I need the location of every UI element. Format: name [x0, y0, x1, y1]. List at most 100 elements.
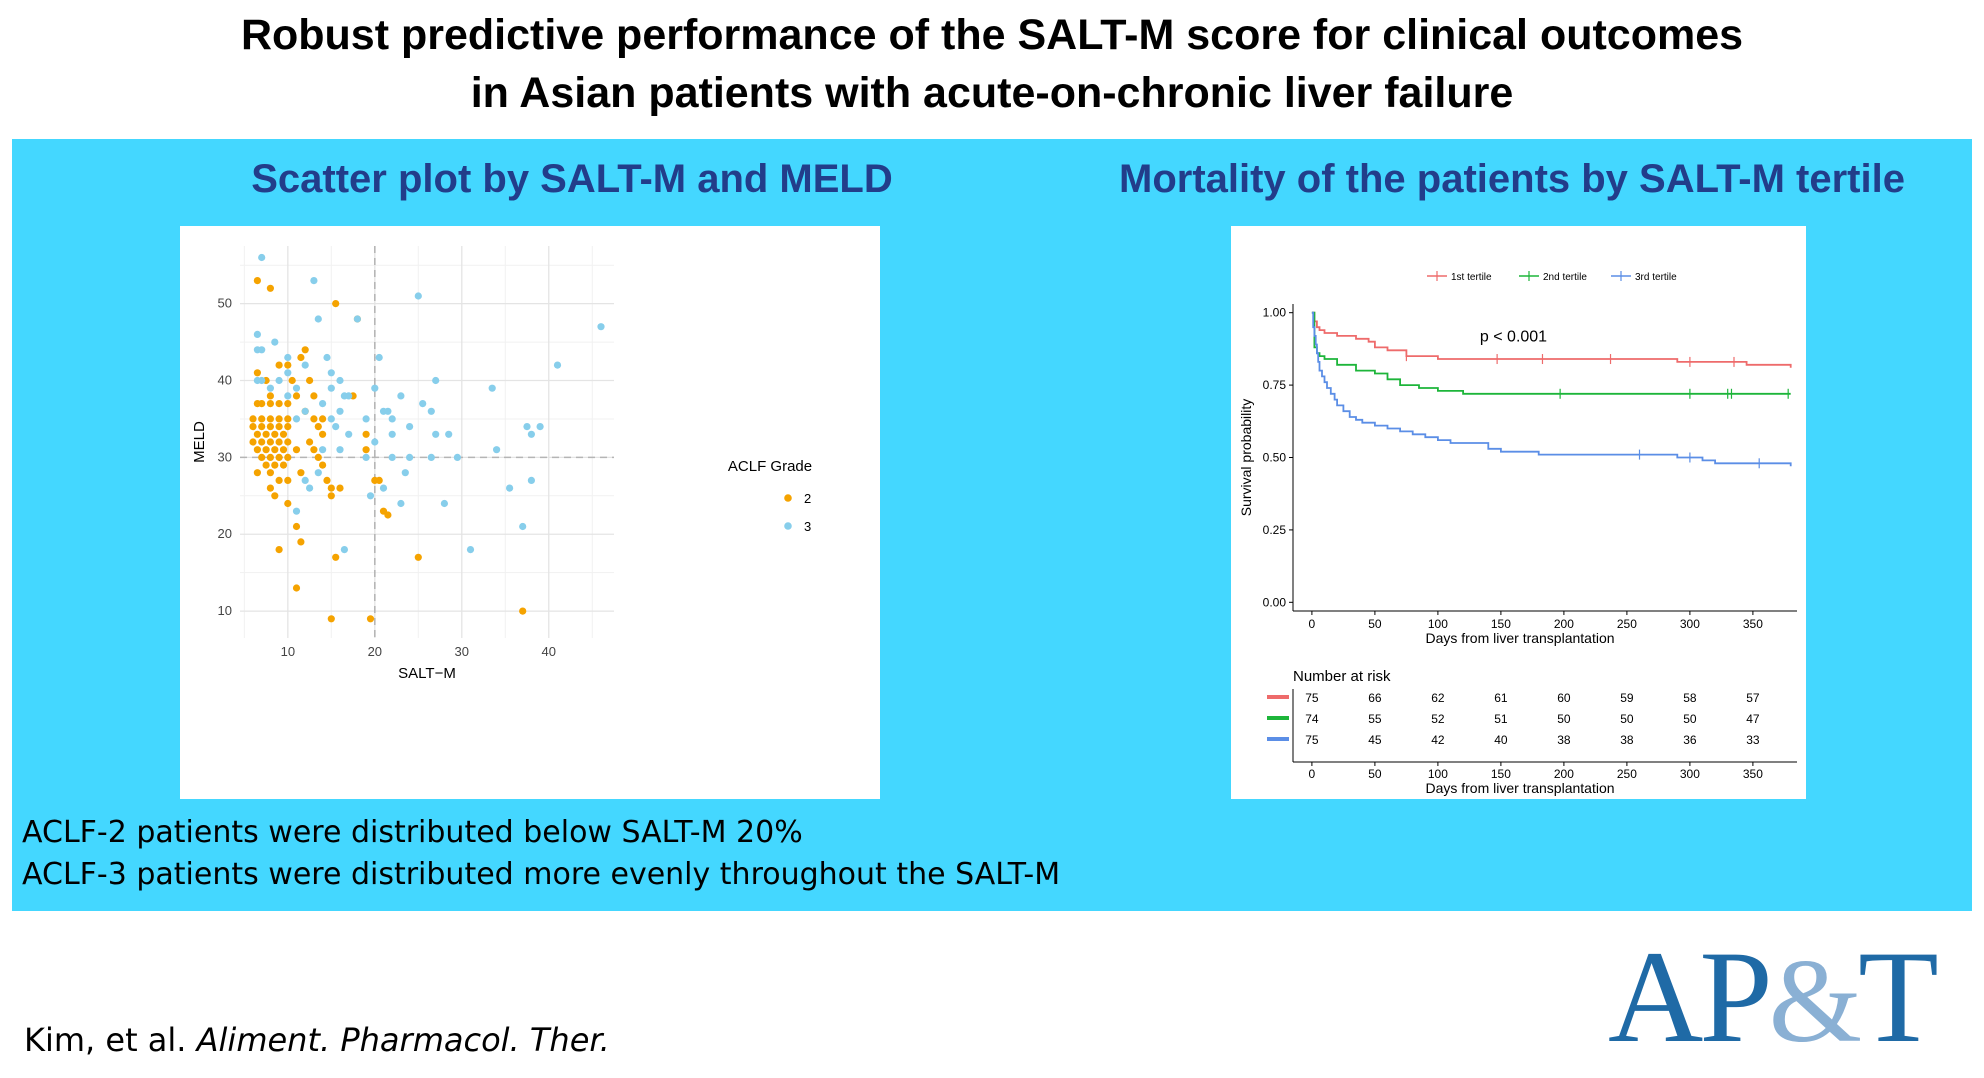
scatter-point-grade-3: [323, 353, 331, 362]
scatter-point-grade-2: [319, 415, 327, 423]
x-axis-title: Days from liver transplantation: [1425, 630, 1614, 646]
scatter-point-grade-3: [493, 446, 501, 454]
scatter-point-grade-3: [397, 499, 405, 508]
y-tick-label: 20: [218, 526, 232, 541]
scatter-point-grade-3: [466, 546, 475, 554]
scatter-point-grade-2: [253, 469, 261, 477]
scatter-point-grade-3: [284, 369, 292, 377]
legend-label-grade-2: 2: [804, 491, 811, 506]
scatter-point-grade-2: [253, 369, 261, 377]
scatter-point-grade-2: [258, 453, 266, 461]
scatter-point-grade-3: [284, 353, 292, 362]
scatter-point-grade-2: [266, 284, 274, 292]
scatter-point-grade-2: [384, 511, 392, 519]
scatter-point-grade-2: [266, 484, 274, 492]
scatter-point-grade-2: [271, 461, 279, 469]
scatter-point-grade-2: [314, 453, 322, 461]
scatter-point-grade-2: [375, 476, 383, 484]
scatter-point-grade-3: [319, 446, 327, 454]
journal-logo: AP&T: [1608, 931, 1958, 1071]
scatter-point-grade-2: [310, 446, 318, 454]
scatter-point-grade-3: [314, 469, 322, 477]
legend-marker-grade-3: [784, 522, 792, 530]
y-tick-label: 0.75: [1263, 378, 1287, 392]
risk-count: 36: [1683, 733, 1697, 747]
scatter-point-grade-3: [375, 353, 383, 362]
scatter-point-grade-2: [297, 353, 305, 362]
risk-count: 60: [1557, 691, 1571, 705]
scatter-point-grade-3: [384, 407, 392, 415]
scatter-point-grade-3: [553, 361, 562, 369]
scatter-point-grade-2: [249, 423, 257, 431]
title-line-2: in Asian patients with acute-on-chronic …: [470, 69, 1514, 117]
risk-x-tick-label: 50: [1368, 767, 1382, 781]
y-tick-label: 10: [218, 603, 232, 618]
scatter-point-grade-2: [327, 615, 335, 623]
scatter-point-grade-3: [371, 384, 379, 392]
scatter-point-grade-3: [440, 499, 448, 508]
scatter-point-grade-3: [301, 476, 309, 484]
scatter-point-grade-3: [523, 423, 531, 431]
survival-curve-tertile-1: [1311, 311, 1792, 368]
x-tick-label: 300: [1680, 617, 1700, 631]
scatter-point-grade-3: [292, 415, 301, 423]
survival-curve-tertile-3: [1311, 311, 1792, 467]
risk-count: 74: [1305, 712, 1319, 726]
scatter-point-grade-3: [366, 492, 375, 500]
scatter-point-grade-2: [249, 438, 257, 446]
p-value-annotation: p < 0.001: [1480, 329, 1547, 346]
risk-count: 45: [1368, 733, 1382, 747]
scatter-point-grade-2: [292, 392, 301, 400]
scatter-point-grade-3: [306, 484, 314, 492]
scatter-point-grade-3: [414, 292, 422, 300]
scatter-chart: 10 20 30 40 10 20 30 40 50 SALT−M MELD ACLF Grade 2 3: [191, 246, 812, 682]
scatter-point-grade-3: [327, 384, 335, 392]
scatter-point-grade-3: [258, 376, 266, 385]
risk-count: 59: [1620, 691, 1634, 705]
scatter-point-grade-2: [258, 423, 266, 431]
scatter-point-grade-3: [314, 315, 322, 323]
risk-x-tick-label: 150: [1491, 767, 1511, 781]
risk-count: 52: [1431, 712, 1445, 726]
scatter-point-grade-2: [284, 423, 292, 431]
scatter-point-grade-2: [284, 361, 292, 369]
risk-count: 33: [1746, 733, 1760, 747]
scatter-point-grade-3: [292, 384, 301, 392]
x-tick-label: 350: [1743, 617, 1763, 631]
scatter-point-grade-2: [271, 446, 279, 454]
risk-x-tick-label: 350: [1743, 767, 1763, 781]
scatter-point-grade-2: [266, 453, 274, 461]
scatter-point-grade-3: [336, 446, 344, 454]
scatter-point-grade-3: [488, 384, 496, 392]
scatter-point-grade-2: [284, 400, 292, 408]
scatter-point-grade-3: [527, 476, 535, 484]
scatter-point-grade-3: [519, 522, 527, 531]
scatter-point-grade-2: [284, 499, 292, 508]
x-tick-label: 20: [368, 644, 382, 659]
scatter-point-grade-2: [258, 438, 266, 446]
scatter-point-grade-2: [284, 438, 292, 446]
scatter-point-grade-2: [288, 376, 296, 385]
scatter-point-grade-3: [332, 423, 340, 431]
y-tick-label: 1.00: [1263, 306, 1287, 320]
scatter-point-grade-3: [371, 438, 379, 446]
risk-count: 38: [1557, 733, 1571, 747]
scatter-point-grade-2: [266, 423, 274, 431]
scatter-point-grade-2: [292, 522, 301, 531]
scatter-chart-card: 10 20 30 40 10 20 30 40 50 SALT−M MELD ACLF Grade 2 3: [180, 226, 880, 799]
risk-count: 57: [1746, 691, 1760, 705]
scatter-point-grade-3: [527, 430, 535, 438]
scatter-point-grade-3: [388, 453, 396, 461]
scatter-point-grade-3: [453, 453, 461, 461]
risk-count: 62: [1431, 691, 1445, 705]
title-line-1: Robust predictive performance of the SAL…: [240, 11, 1744, 59]
scatter-point-grade-2: [310, 392, 318, 400]
y-tick-label: 30: [218, 449, 232, 464]
scatter-point-grade-3: [340, 546, 348, 554]
scatter-point-grade-2: [275, 546, 283, 554]
scatter-point-grade-2: [362, 430, 370, 438]
scatter-point-grade-2: [266, 469, 274, 477]
scatter-point-grade-2: [275, 438, 283, 446]
x-tick-label: 250: [1617, 617, 1637, 631]
scatter-point-grade-2: [332, 553, 340, 561]
